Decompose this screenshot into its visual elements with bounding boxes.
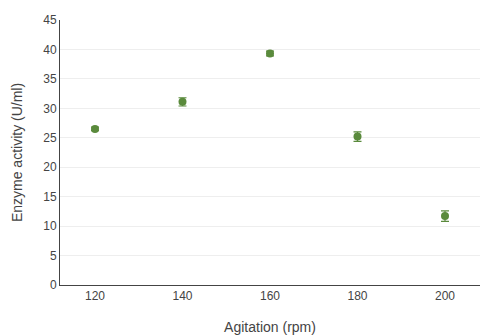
- svg-text:200: 200: [435, 289, 455, 303]
- svg-text:Enzyme activity (U/ml): Enzyme activity (U/ml): [9, 83, 25, 222]
- svg-text:15: 15: [43, 190, 57, 204]
- svg-text:0: 0: [50, 278, 57, 292]
- svg-text:160: 160: [260, 289, 280, 303]
- svg-text:35: 35: [43, 72, 57, 86]
- svg-text:10: 10: [43, 219, 57, 233]
- svg-text:25: 25: [43, 131, 57, 145]
- svg-text:Agitation (rpm): Agitation (rpm): [224, 319, 316, 335]
- svg-text:40: 40: [43, 43, 57, 57]
- svg-text:140: 140: [172, 289, 192, 303]
- svg-text:30: 30: [43, 102, 57, 116]
- svg-text:20: 20: [43, 160, 57, 174]
- svg-text:120: 120: [85, 289, 105, 303]
- svg-text:180: 180: [347, 289, 367, 303]
- svg-text:5: 5: [50, 249, 57, 263]
- svg-text:45: 45: [43, 13, 57, 27]
